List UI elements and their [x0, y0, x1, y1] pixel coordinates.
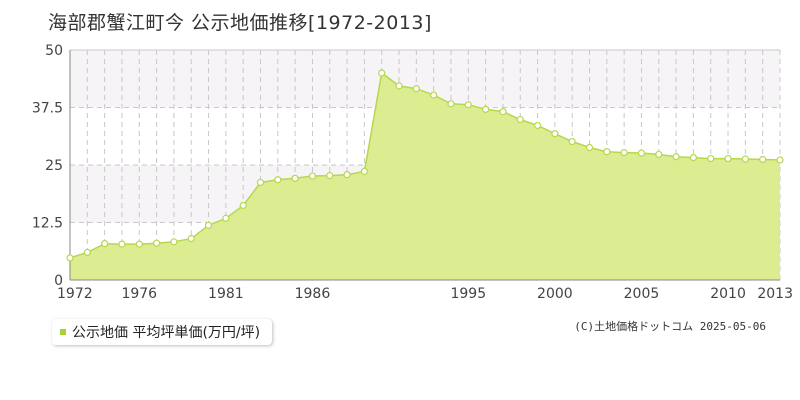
data-point: [308, 172, 317, 180]
x-tick-label: 1981: [208, 286, 244, 302]
data-point: [516, 115, 524, 124]
data-point: [759, 155, 767, 164]
x-tick-label: 2013: [757, 286, 793, 302]
x-tick-label: 2005: [624, 286, 660, 302]
data-point: [741, 155, 749, 163]
data-point: [585, 143, 594, 152]
data-point: [118, 240, 126, 248]
y-axis-ticks: 0 12.5 25 37.5 50: [32, 43, 63, 289]
copyright-credit: (C)土地価格ドットコム 2025-05-06: [574, 320, 766, 333]
data-point: [533, 121, 542, 130]
axes: [69, 50, 780, 281]
y-tick-label: 25: [45, 158, 63, 174]
x-tick-label: 2010: [710, 286, 746, 302]
land-price-chart: 0 12.5 25 37.5 50 1972 1976 1981 1986 1995 2000 20…: [32, 43, 793, 302]
data-point: [603, 148, 611, 156]
data-point: [464, 101, 472, 109]
data-point: [707, 154, 715, 163]
data-point: [568, 137, 576, 146]
data-point: [551, 130, 559, 138]
data-point: [291, 174, 299, 182]
data-point: [66, 254, 74, 262]
data-point: [326, 171, 334, 180]
data-point: [135, 240, 143, 248]
data-point: [430, 91, 438, 99]
x-tick-label: 1976: [121, 286, 157, 302]
data-point: [152, 239, 161, 247]
data-point: [101, 240, 109, 248]
data-point: [620, 148, 628, 157]
data-point: [637, 149, 646, 157]
data-point: [689, 154, 698, 162]
data-point: [256, 178, 265, 187]
data-point: [378, 69, 386, 77]
data-point: [655, 150, 663, 159]
data-point: [170, 238, 178, 246]
data-point: [395, 82, 403, 90]
y-tick-label: 37.5: [32, 101, 63, 117]
data-point: [360, 167, 368, 176]
legend: 公示地価 平均坪単価(万円/坪): [52, 319, 273, 345]
data-point: [187, 235, 195, 243]
y-tick-label: 0: [54, 273, 63, 289]
data-point: [204, 221, 213, 229]
data-point: [343, 171, 351, 179]
data-points: [66, 69, 784, 262]
x-tick-label: 1986: [295, 286, 331, 302]
data-point: [239, 201, 247, 210]
data-point: [672, 153, 680, 161]
data-point: [412, 85, 420, 93]
data-point: [83, 248, 91, 256]
x-tick-label: 1995: [450, 286, 486, 302]
data-point: [724, 154, 732, 163]
data-point: [482, 105, 490, 113]
y-tick-label: 12.5: [32, 216, 63, 232]
chart-title: 海部郡蟹江町今 公示地価推移[1972-2013]: [48, 12, 432, 34]
y-tick-label: 50: [45, 43, 63, 59]
data-point: [776, 156, 784, 164]
data-point: [499, 108, 507, 116]
data-point: [274, 176, 282, 184]
x-axis-ticks: 1972 1976 1981 1986 1995 2000 2005 2010 2013: [57, 286, 793, 302]
data-point: [222, 214, 230, 222]
price-area: [70, 73, 780, 280]
data-point: [447, 100, 455, 108]
x-tick-label: 2000: [537, 286, 573, 302]
legend-swatch: [60, 329, 66, 335]
x-tick-label: 1972: [57, 286, 93, 302]
legend-label: 公示地価 平均坪単価(万円/坪): [72, 325, 261, 341]
